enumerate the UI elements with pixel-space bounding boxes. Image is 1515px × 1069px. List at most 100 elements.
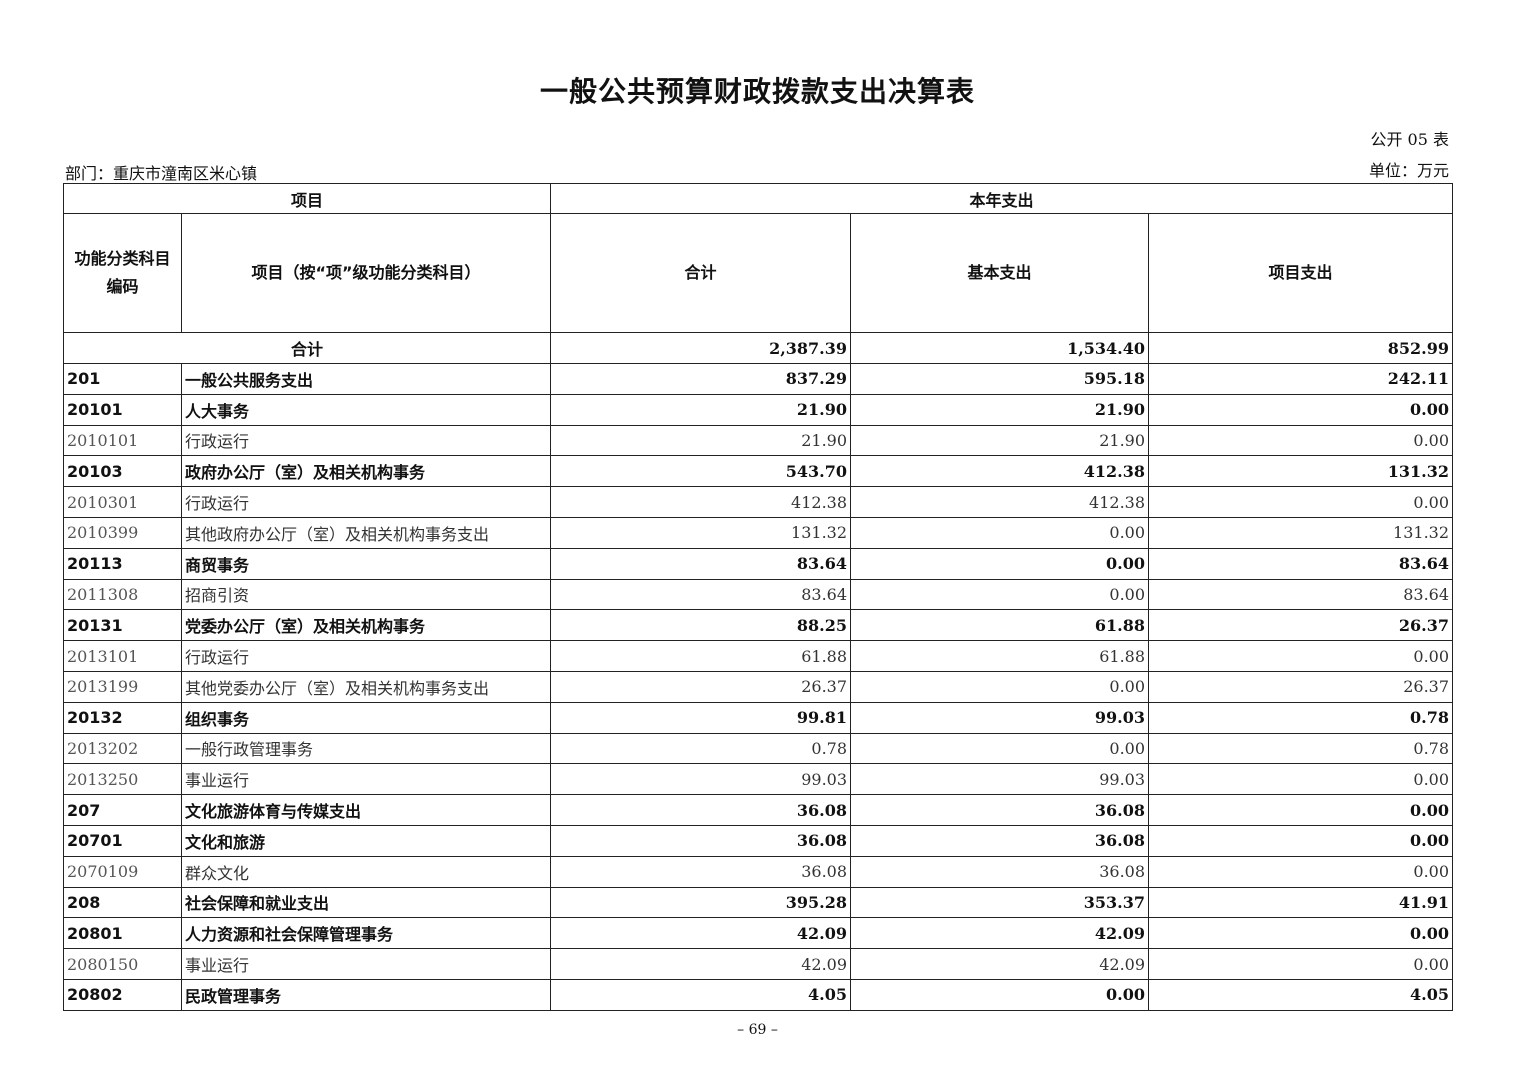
cell-basic: 0.00 [850,670,1150,703]
table-row: 20132 组织事务 99.81 99.03 0.78 [63,701,1454,734]
table-row: 20802 民政管理事务 4.05 0.00 4.05 [63,978,1454,1011]
cell-total: 88.25 [550,609,852,642]
cell-name: 人大事务 [180,393,552,426]
cell-name: 党委办公厅（室）及相关机构事务 [180,609,552,642]
cell-name: 人力资源和社会保障管理事务 [180,917,552,950]
unit-label: 单位：万元 [1368,161,1449,180]
cell-total: 395.28 [550,886,852,919]
cell-project: 0.78 [1148,732,1454,765]
total-total: 2,387.39 [550,332,852,364]
cell-total: 99.03 [550,763,852,796]
total-basic: 1,534.40 [850,332,1150,364]
cell-total: 412.38 [550,486,852,518]
cell-name: 组织事务 [180,701,552,734]
cell-basic: 42.09 [850,917,1150,950]
table-row: 207 文化旅游体育与传媒支出 36.08 36.08 0.00 [63,794,1454,826]
cell-total: 0.78 [550,732,852,765]
cell-code: 2010101 [63,424,182,457]
cell-code: 20802 [63,978,182,1011]
cell-total: 36.08 [550,855,852,888]
cell-name: 事业运行 [180,763,552,796]
cell-basic: 99.03 [850,763,1150,796]
page-number: – 69 – [737,1022,778,1038]
table-row: 20801 人力资源和社会保障管理事务 42.09 42.09 0.00 [63,917,1454,950]
header-basic: 基本支出 [850,213,1150,333]
table-row: 2010301 行政运行 412.38 412.38 0.00 [63,486,1454,518]
cell-name: 其他党委办公厅（室）及相关机构事务支出 [180,670,552,703]
cell-project: 0.00 [1148,794,1454,826]
cell-basic: 99.03 [850,701,1150,734]
cell-code: 20132 [63,701,182,734]
table-row: 20701 文化和旅游 36.08 36.08 0.00 [63,824,1454,857]
table-row: 2013250 事业运行 99.03 99.03 0.00 [63,763,1454,796]
table-row: 2010101 行政运行 21.90 21.90 0.00 [63,424,1454,457]
cell-code: 2010399 [63,516,182,549]
cell-code: 207 [63,794,182,826]
cell-code: 20113 [63,547,182,580]
header-current-year: 本年支出 [550,183,1454,214]
cell-total: 61.88 [550,640,852,672]
cell-basic: 0.00 [850,516,1150,549]
cell-project: 0.00 [1148,917,1454,950]
cell-project: 0.00 [1148,855,1454,888]
cell-total: 543.70 [550,455,852,488]
header-item: 项目 [62,183,552,214]
cell-project: 0.00 [1148,948,1454,980]
expenditure-table: 项目 本年支出 功能分类科目编码 项目（按“项”级功能分类科目） 合计 基本支出… [62,183,1454,1011]
cell-basic: 21.90 [850,424,1150,457]
cell-basic: 36.08 [850,855,1150,888]
cell-code: 2013101 [63,640,182,672]
cell-basic: 0.00 [850,547,1150,580]
cell-project: 0.00 [1148,640,1454,672]
cell-basic: 0.00 [850,732,1150,765]
cell-project: 242.11 [1148,363,1454,395]
cell-name: 文化旅游体育与传媒支出 [180,794,552,826]
cell-code: 20701 [63,824,182,857]
department-label: 部门：重庆市潼南区米心镇 [65,164,258,183]
cell-name: 行政运行 [180,486,552,518]
table-row: 2013199 其他党委办公厅（室）及相关机构事务支出 26.37 0.00 26.37 [63,670,1454,703]
cell-total: 42.09 [550,917,852,950]
header-project: 项目支出 [1148,213,1454,333]
cell-project: 0.78 [1148,701,1454,734]
cell-basic: 0.00 [850,978,1150,1011]
cell-project: 131.32 [1148,516,1454,549]
cell-project: 26.37 [1148,609,1454,642]
table-row: 20103 政府办公厅（室）及相关机构事务 543.70 412.38 131.32 [63,455,1454,488]
cell-project: 0.00 [1148,393,1454,426]
total-label: 合计 [62,332,552,364]
cell-project: 83.64 [1148,547,1454,580]
cell-name: 文化和旅游 [180,824,552,857]
cell-total: 36.08 [550,824,852,857]
cell-basic: 0.00 [850,578,1150,611]
table-row: 2010399 其他政府办公厅（室）及相关机构事务支出 131.32 0.00 131.… [63,516,1454,549]
table-row: 2070109 群众文化 36.08 36.08 0.00 [63,855,1454,888]
cell-name: 行政运行 [180,424,552,457]
cell-code: 2013202 [63,732,182,765]
cell-basic: 595.18 [850,363,1150,395]
cell-name: 行政运行 [180,640,552,672]
cell-project: 0.00 [1148,824,1454,857]
cell-basic: 412.38 [850,486,1150,518]
cell-basic: 61.88 [850,609,1150,642]
cell-basic: 61.88 [850,640,1150,672]
cell-total: 21.90 [550,424,852,457]
cell-project: 4.05 [1148,978,1454,1011]
table-row: 2013101 行政运行 61.88 61.88 0.00 [63,640,1454,672]
cell-code: 2080150 [63,948,182,980]
cell-code: 2010301 [63,486,182,518]
cell-name: 一般行政管理事务 [180,732,552,765]
cell-total: 21.90 [550,393,852,426]
cell-name: 社会保障和就业支出 [180,886,552,919]
form-number: 公开 05 表 [1370,130,1449,149]
cell-total: 83.64 [550,547,852,580]
cell-total: 4.05 [550,978,852,1011]
cell-basic: 36.08 [850,824,1150,857]
cell-code: 2011308 [63,578,182,611]
header-code: 功能分类科目编码 [63,213,182,333]
table-row: 20131 党委办公厅（室）及相关机构事务 88.25 61.88 26.37 [63,609,1454,642]
cell-total: 83.64 [550,578,852,611]
table-row: 20113 商贸事务 83.64 0.00 83.64 [63,547,1454,580]
cell-basic: 42.09 [850,948,1150,980]
cell-total: 99.81 [550,701,852,734]
